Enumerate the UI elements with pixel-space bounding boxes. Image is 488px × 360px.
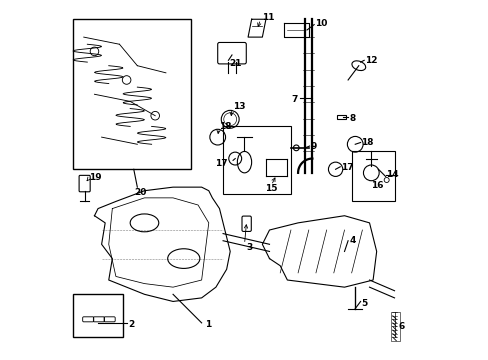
Bar bbox=[73, 19, 190, 169]
Text: 2: 2 bbox=[128, 320, 134, 329]
Text: 16: 16 bbox=[370, 181, 383, 190]
Text: 17: 17 bbox=[214, 159, 227, 168]
Text: 8: 8 bbox=[348, 114, 355, 123]
Text: 20: 20 bbox=[134, 188, 146, 197]
Text: 18: 18 bbox=[219, 122, 231, 131]
Text: 3: 3 bbox=[246, 243, 252, 252]
Bar bbox=[223, 126, 290, 194]
Text: 15: 15 bbox=[264, 184, 277, 193]
Text: 4: 4 bbox=[349, 236, 356, 245]
Text: 12: 12 bbox=[365, 56, 377, 65]
Bar bbox=[73, 294, 123, 337]
Text: 13: 13 bbox=[233, 102, 245, 111]
Bar bbox=[351, 152, 394, 202]
Text: 10: 10 bbox=[315, 19, 327, 28]
Text: 14: 14 bbox=[386, 170, 398, 179]
Text: 9: 9 bbox=[310, 141, 316, 150]
Text: 1: 1 bbox=[205, 320, 211, 329]
Text: 7: 7 bbox=[291, 95, 298, 104]
Text: 21: 21 bbox=[229, 59, 242, 68]
Text: 11: 11 bbox=[261, 13, 274, 22]
Text: 18: 18 bbox=[361, 138, 373, 147]
Text: 19: 19 bbox=[89, 173, 102, 182]
Bar bbox=[390, 312, 399, 341]
Bar bbox=[337, 115, 346, 119]
Text: 6: 6 bbox=[397, 322, 404, 331]
Text: 17: 17 bbox=[340, 163, 353, 172]
Text: 5: 5 bbox=[361, 299, 367, 308]
